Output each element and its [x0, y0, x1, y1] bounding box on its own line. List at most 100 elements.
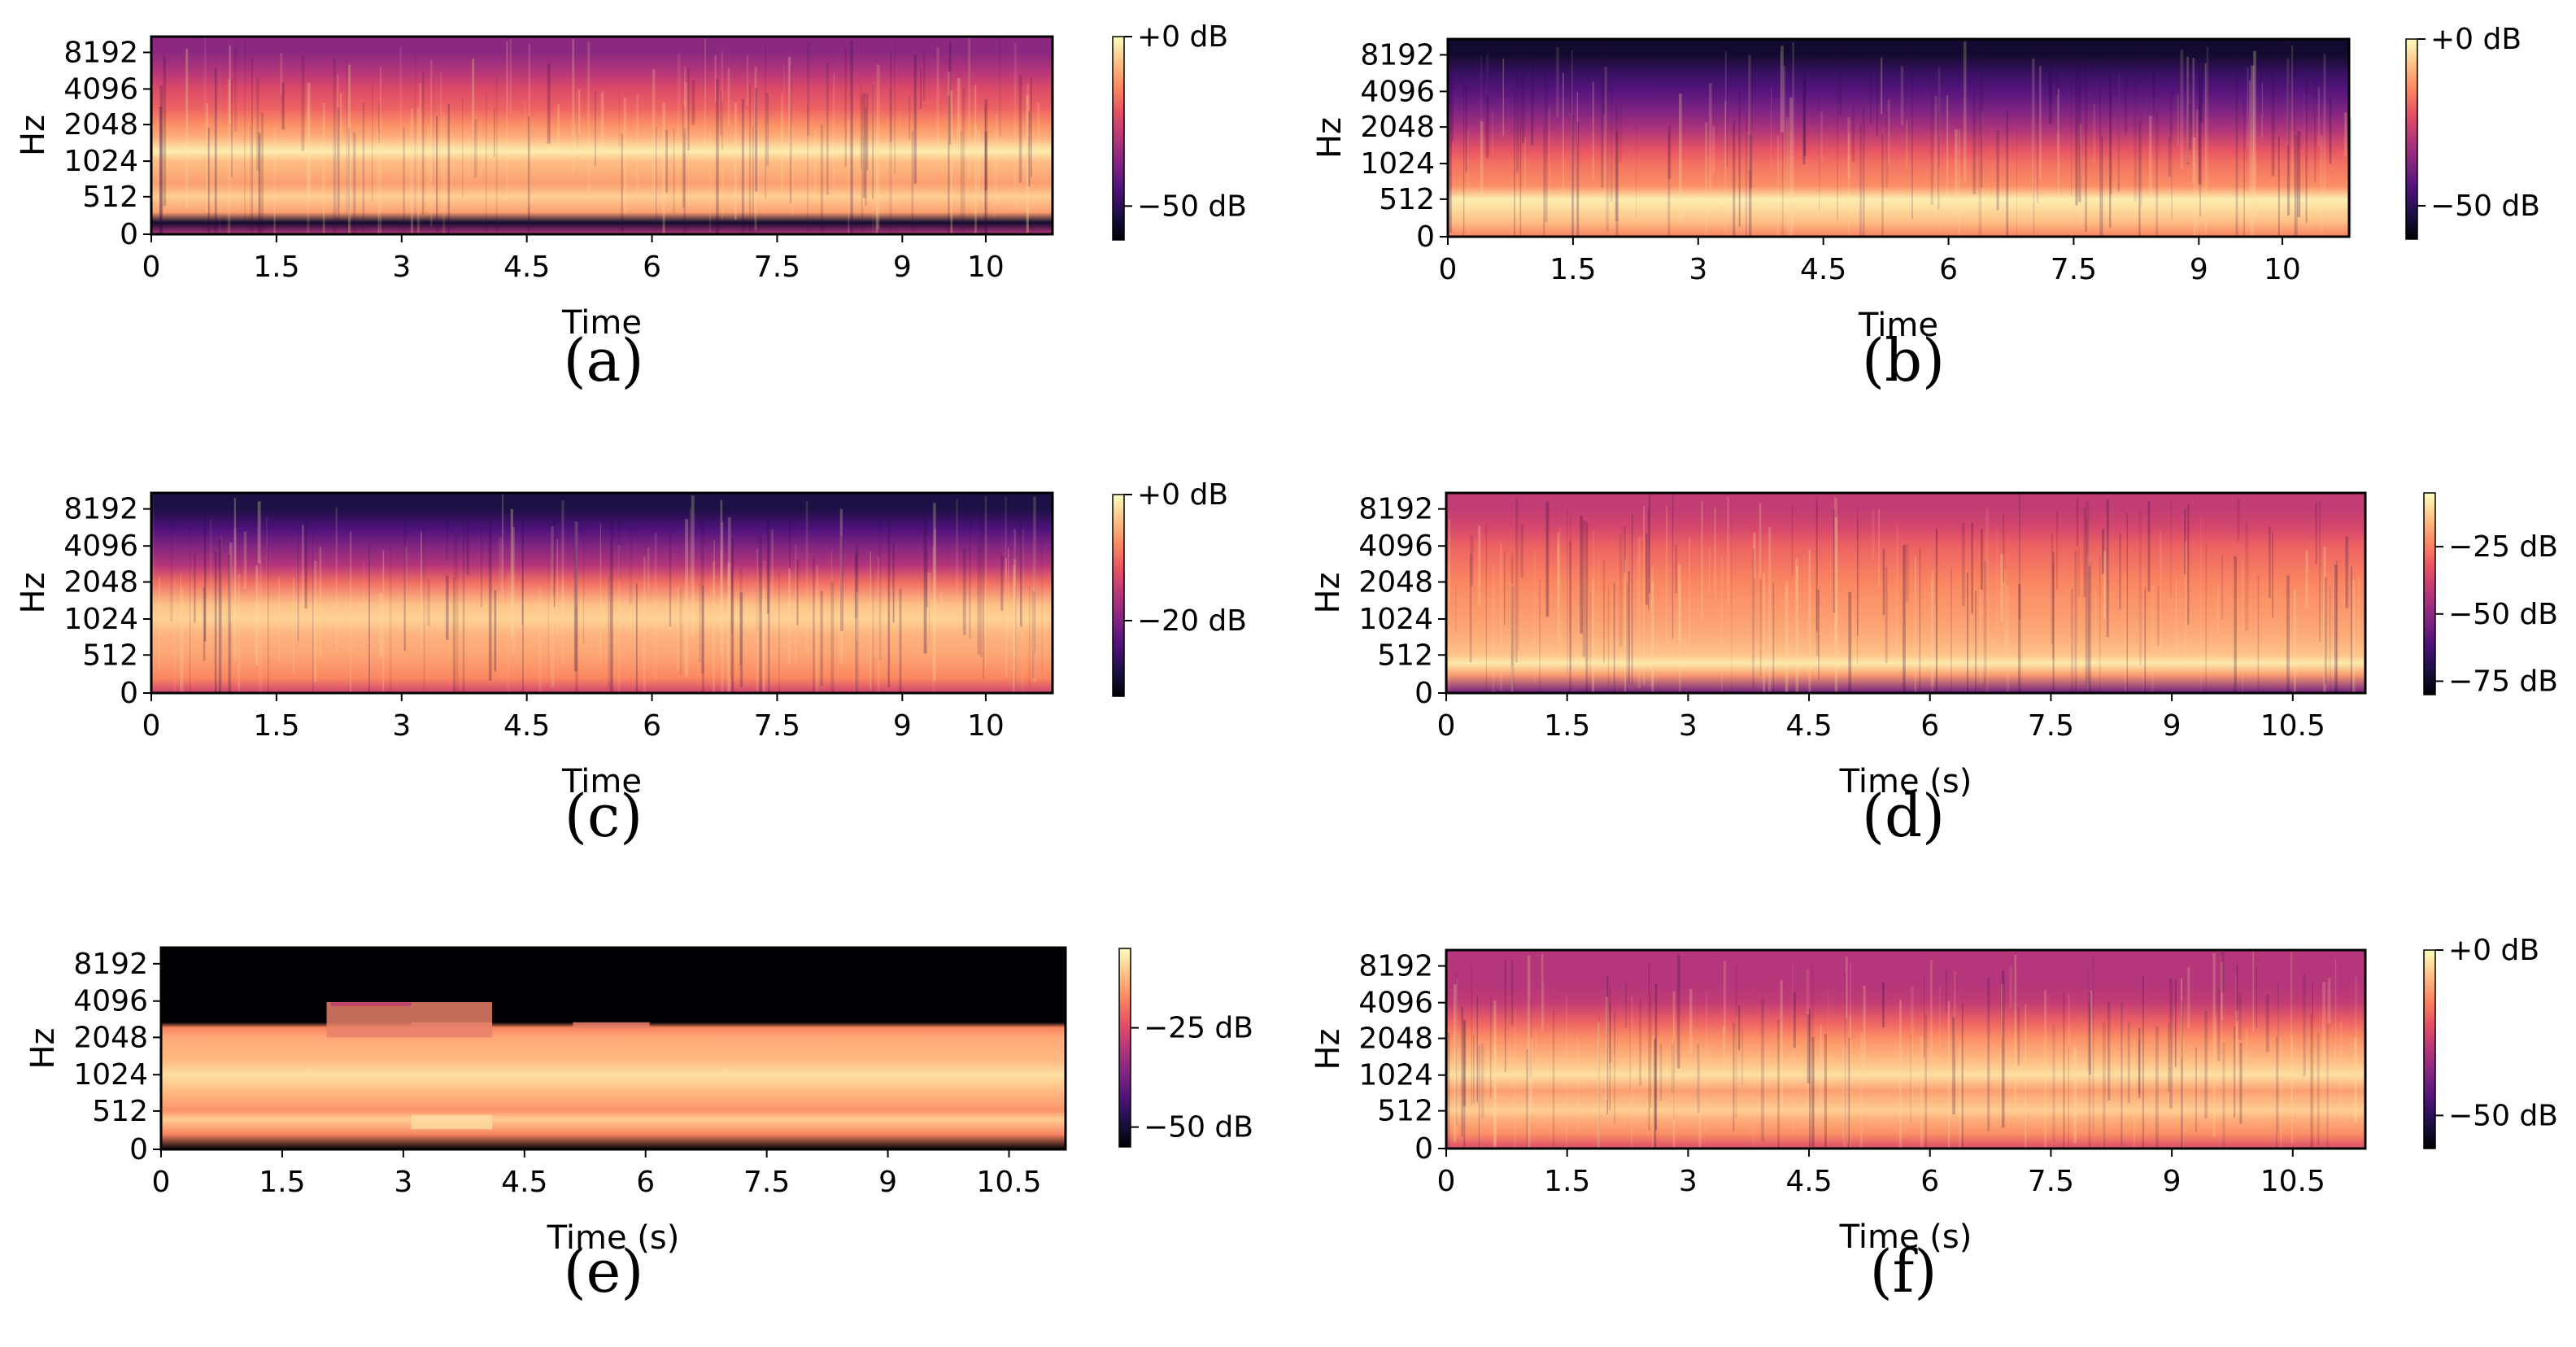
- x-tick-label: 7.5: [2028, 709, 2074, 743]
- colorbar-label: −50 dB: [1144, 1111, 1253, 1144]
- x-tick-label: 3: [1689, 253, 1707, 286]
- colorbar: [1112, 36, 1125, 241]
- spectrogram-image: [1446, 950, 2365, 1149]
- y-tick-label: 0: [120, 218, 138, 251]
- colorbar-label: +0 dB: [1137, 20, 1228, 54]
- spectrogram-texture: [1447, 950, 2368, 1149]
- x-tick-label: 4.5: [503, 709, 550, 743]
- spectrogram-image: [1448, 39, 2349, 237]
- spectrogram-texture: [326, 1001, 650, 1130]
- x-tick-label: 9: [878, 1166, 897, 1199]
- colorbar: [1112, 494, 1125, 697]
- x-tick-label: 1.5: [253, 251, 299, 284]
- y-tick-label: 1024: [1360, 147, 1435, 181]
- plot-frame: [150, 491, 1054, 695]
- colorbar-label: −20 dB: [1137, 604, 1247, 638]
- x-tick-label: 0: [1439, 253, 1458, 286]
- x-tick-label: 1.5: [1544, 1165, 1590, 1198]
- x-tick-label: 7.5: [754, 709, 800, 743]
- colorbar-label: −25 dB: [2448, 530, 2558, 564]
- colorbar-label: −75 dB: [2448, 665, 2558, 698]
- plot-frame: [1445, 948, 2367, 1150]
- colorbar-label: −50 dB: [1137, 190, 1247, 223]
- x-tick-label: 10: [967, 709, 1005, 743]
- x-axis-label: Time (s): [1839, 763, 1972, 800]
- y-tick-label: 512: [82, 639, 138, 672]
- y-tick-label: 8192: [73, 948, 148, 981]
- x-tick-label: 9: [2190, 253, 2208, 286]
- y-tick-label: 2048: [1360, 111, 1435, 144]
- colorbar: [1118, 948, 1131, 1148]
- spectrogram-image: [161, 948, 1066, 1149]
- y-tick-label: 512: [1379, 183, 1435, 216]
- x-tick-label: 1.5: [1550, 253, 1596, 286]
- x-tick-label: 6: [643, 709, 661, 743]
- x-tick-label: 10: [2264, 253, 2301, 286]
- spectrogram-texture: [159, 37, 1040, 235]
- x-axis-label: Time: [1858, 307, 1938, 344]
- y-tick-label: 0: [1414, 677, 1433, 710]
- y-tick-label: 2048: [63, 565, 138, 599]
- y-tick-label: 1024: [1358, 1059, 1433, 1092]
- y-tick-label: 4096: [63, 530, 138, 563]
- panel-caption: (c): [564, 782, 643, 850]
- colorbar-label: +0 dB: [1137, 478, 1228, 512]
- y-axis-label: Hz: [1310, 1028, 1347, 1070]
- y-axis-label: Hz: [1310, 572, 1347, 613]
- colorbar-label: −50 dB: [2448, 1099, 2558, 1132]
- x-tick-label: 3: [392, 251, 411, 284]
- x-tick-label: 7.5: [2028, 1165, 2074, 1198]
- y-axis-label: Hz: [15, 115, 52, 156]
- y-tick-label: 1024: [1358, 603, 1433, 636]
- panel-caption: (f): [1870, 1237, 1937, 1306]
- colorbar: [2423, 492, 2436, 695]
- x-tick-label: 9: [893, 251, 912, 284]
- x-tick-label: 0: [1437, 709, 1456, 743]
- x-tick-label: 1.5: [253, 709, 299, 743]
- y-tick-label: 4096: [1360, 75, 1435, 108]
- y-tick-label: 1024: [73, 1058, 148, 1092]
- x-tick-label: 7.5: [743, 1166, 790, 1199]
- colorbar-label: −25 dB: [1144, 1012, 1253, 1045]
- y-tick-label: 8192: [1358, 493, 1433, 526]
- x-tick-label: 4.5: [1785, 1165, 1832, 1198]
- y-tick-label: 8192: [63, 493, 138, 526]
- x-tick-label: 10: [967, 251, 1005, 284]
- colorbar: [2405, 38, 2418, 240]
- x-axis-label: Time (s): [547, 1219, 680, 1257]
- y-tick-label: 0: [1416, 220, 1435, 254]
- y-tick-label: 512: [1377, 639, 1433, 672]
- x-tick-label: 3: [1679, 1165, 1698, 1198]
- colorbar: [2423, 949, 2436, 1149]
- y-tick-label: 2048: [73, 1021, 148, 1054]
- x-tick-label: 1.5: [1544, 709, 1590, 743]
- spectrogram-image: [151, 493, 1053, 693]
- y-tick-label: 4096: [63, 72, 138, 106]
- x-tick-label: 0: [142, 251, 161, 284]
- x-tick-label: 4.5: [1785, 709, 1832, 743]
- y-tick-label: 2048: [1358, 565, 1433, 599]
- y-tick-label: 4096: [1358, 987, 1433, 1020]
- x-tick-label: 0: [1437, 1165, 1456, 1198]
- colorbar-label: +0 dB: [2448, 934, 2539, 967]
- panel-caption: (d): [1862, 782, 1945, 850]
- panel-caption: (a): [563, 326, 643, 395]
- x-tick-label: 10.5: [2260, 709, 2325, 743]
- spectrogram-texture: [1449, 493, 2360, 693]
- x-tick-label: 10.5: [2260, 1165, 2325, 1198]
- y-tick-label: 512: [1377, 1095, 1433, 1128]
- plot-frame: [1446, 37, 2351, 238]
- x-tick-label: 6: [1939, 253, 1958, 286]
- y-tick-label: 1024: [63, 145, 138, 178]
- x-tick-label: 0: [152, 1166, 171, 1199]
- x-axis-label: Time: [561, 304, 642, 342]
- x-axis-label: Time (s): [1839, 1218, 1972, 1256]
- spectrogram-texture: [1449, 40, 2352, 238]
- spectrogram-image: [1446, 493, 2365, 693]
- x-tick-label: 1.5: [259, 1166, 305, 1199]
